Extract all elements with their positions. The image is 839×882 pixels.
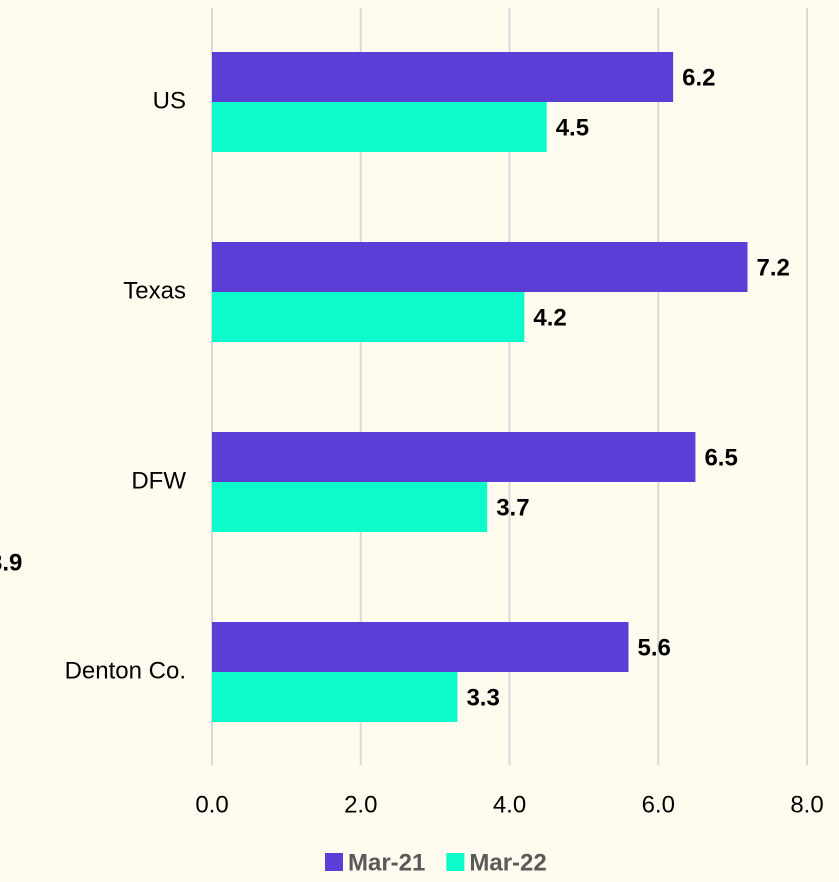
x-tick-label: 6.0 <box>642 791 675 818</box>
legend-label: Mar-22 <box>469 849 546 876</box>
data-label: 6.5 <box>704 444 737 471</box>
bar <box>212 432 696 482</box>
bar <box>212 672 458 722</box>
bar <box>212 242 748 292</box>
bar <box>212 482 488 532</box>
y-tick-label: DFW <box>131 467 186 494</box>
x-tick-label: 4.0 <box>493 791 526 818</box>
bar <box>212 622 629 672</box>
data-label: 4.5 <box>556 114 589 141</box>
legend-label: Mar-21 <box>348 849 425 876</box>
bar <box>212 52 674 102</box>
y-tick-label: US <box>153 87 186 114</box>
data-label: 7.2 <box>757 254 790 281</box>
bar <box>212 102 547 152</box>
data-label: 5.6 <box>638 634 671 661</box>
x-tick-label: 0.0 <box>195 791 228 818</box>
data-label: 3.7 <box>496 494 529 521</box>
legend-swatch <box>446 853 465 871</box>
legend-swatch <box>325 853 343 871</box>
x-tick-label: 2.0 <box>344 791 377 818</box>
data-label: 6.2 <box>682 64 715 91</box>
cropped-annotation: 3.9 <box>0 549 22 576</box>
data-label: 4.2 <box>533 304 566 331</box>
x-tick-label: 8.0 <box>790 791 823 818</box>
data-label: 3.3 <box>466 684 499 711</box>
y-tick-label: Denton Co. <box>65 657 186 684</box>
bar <box>212 292 525 342</box>
y-tick-label: Texas <box>123 277 186 304</box>
